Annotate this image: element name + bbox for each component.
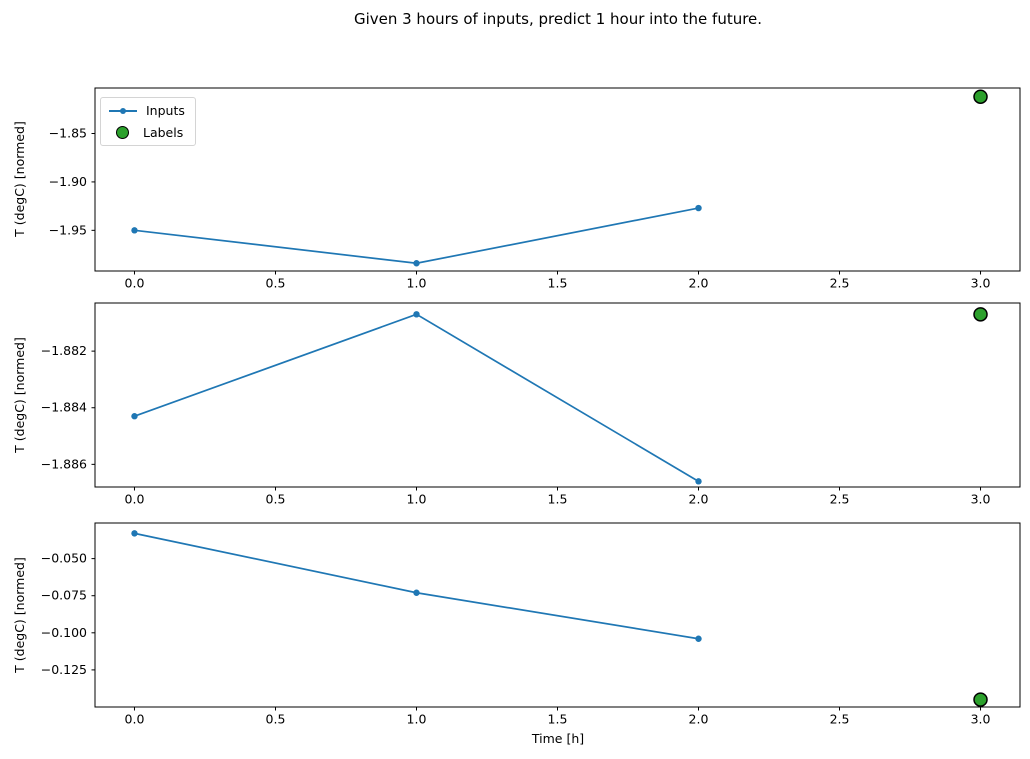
- x-tick-label: 0.0: [125, 712, 145, 727]
- x-tick-label: 0.5: [266, 492, 286, 507]
- labels-marker: [973, 692, 988, 707]
- inputs-marker: [413, 260, 420, 267]
- x-axis-label: Time [h]: [531, 731, 585, 746]
- inputs-marker: [131, 227, 138, 234]
- legend-entry-labels: Labels: [109, 125, 185, 140]
- x-tick-label: 1.0: [407, 712, 427, 727]
- x-tick-label: 1.5: [548, 712, 568, 727]
- legend: Inputs Labels: [100, 97, 196, 146]
- inputs-marker: [413, 589, 420, 596]
- y-axis-label-subplot3: T (degC) [normed]: [12, 557, 27, 673]
- inputs-marker: [695, 478, 702, 485]
- y-tick-label: −1.90: [49, 174, 87, 189]
- axes-frame: [94, 302, 1021, 488]
- x-tick-label: 2.0: [689, 276, 709, 291]
- x-tick-label: 0.5: [266, 712, 286, 727]
- x-tick-label: 2.0: [689, 492, 709, 507]
- inputs-line: [134, 313, 699, 483]
- inputs-marker: [131, 530, 138, 537]
- y-tick-label: −0.125: [41, 662, 87, 677]
- y-tick-label: −1.884: [41, 400, 87, 415]
- y-tick-label: −1.85: [49, 126, 87, 141]
- y-tick-label: −0.100: [41, 625, 87, 640]
- labels-circle-icon: [116, 126, 129, 139]
- x-tick-label: 3.0: [971, 276, 991, 291]
- y-tick-label: −0.075: [41, 588, 87, 603]
- inputs-marker: [695, 635, 702, 642]
- x-tick-label: 2.5: [830, 492, 850, 507]
- axes-frame: [94, 87, 1021, 272]
- x-tick-label: 2.5: [830, 276, 850, 291]
- legend-label-labels: Labels: [143, 125, 184, 140]
- legend-entry-inputs: Inputs: [109, 103, 185, 118]
- x-tick-label: 2.0: [689, 712, 709, 727]
- legend-label-inputs: Inputs: [146, 103, 185, 118]
- labels-marker: [973, 89, 988, 104]
- x-tick-label: 1.5: [548, 492, 568, 507]
- x-tick-label: 0.5: [266, 276, 286, 291]
- inputs-marker: [695, 204, 702, 212]
- inputs-marker: [413, 311, 420, 318]
- x-tick-label: 2.5: [830, 712, 850, 727]
- y-tick-label: −1.95: [49, 222, 87, 237]
- figure-title: Given 3 hours of inputs, predict 1 hour …: [353, 10, 763, 28]
- x-tick-label: 3.0: [971, 712, 991, 727]
- x-tick-label: 1.5: [548, 276, 568, 291]
- labels-marker: [973, 307, 988, 322]
- x-tick-label: 1.0: [407, 492, 427, 507]
- y-tick-label: −1.882: [41, 343, 87, 358]
- inputs-marker: [131, 413, 138, 420]
- inputs-line: [134, 532, 699, 640]
- x-tick-label: 1.0: [407, 276, 427, 291]
- y-tick-label: −1.886: [41, 456, 87, 471]
- inputs-line: [134, 207, 699, 265]
- y-tick-label: −0.050: [41, 551, 87, 566]
- x-tick-label: 3.0: [971, 492, 991, 507]
- inputs-line-icon: [109, 107, 137, 115]
- x-tick-label: 0.0: [125, 276, 145, 291]
- x-tick-label: 0.0: [125, 492, 145, 507]
